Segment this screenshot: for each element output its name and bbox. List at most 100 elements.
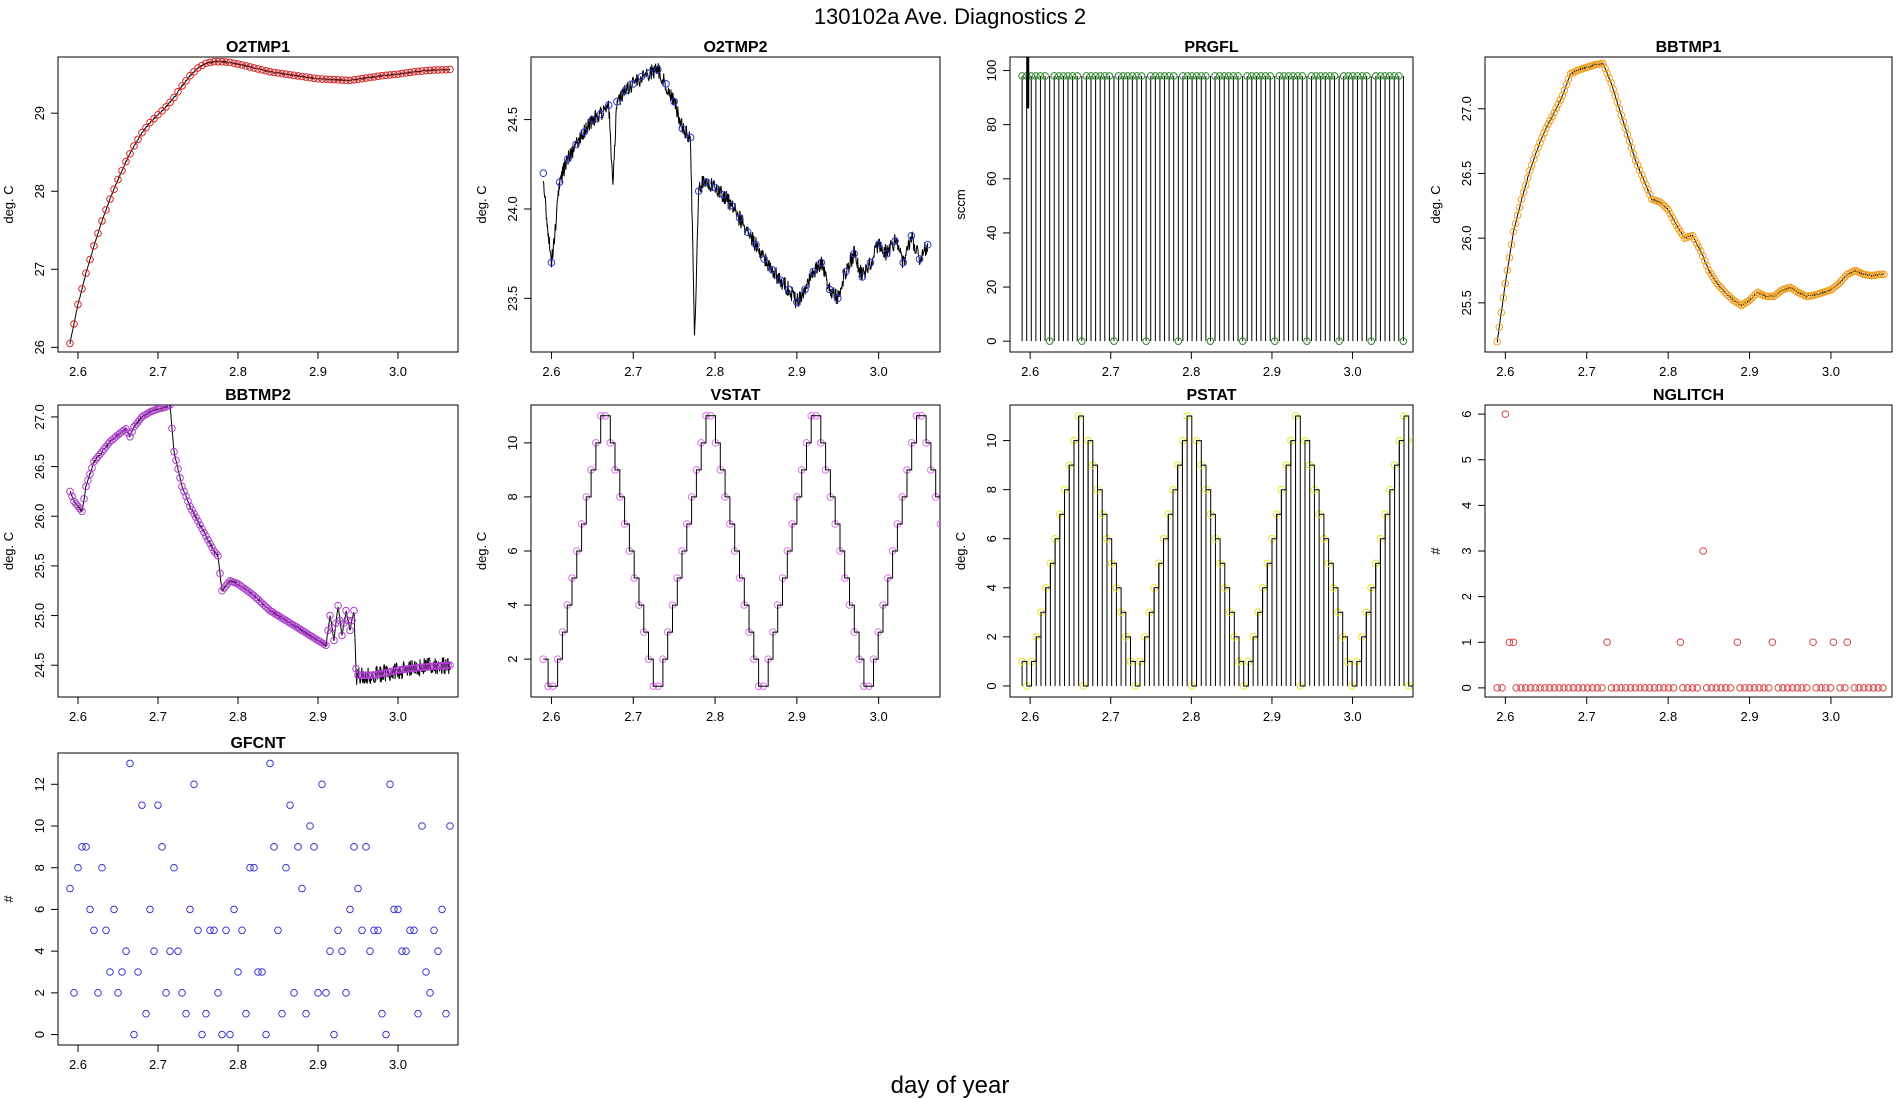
data-point xyxy=(190,509,198,518)
x-tick-label: 2.7 xyxy=(149,709,167,724)
data-point xyxy=(114,175,122,184)
y-tick-label: 25.5 xyxy=(1459,290,1474,315)
data-point xyxy=(288,620,296,629)
plot-frame xyxy=(1484,56,1893,353)
data-point xyxy=(280,615,288,624)
data-point xyxy=(1788,684,1797,692)
data-point xyxy=(833,294,842,303)
data-point xyxy=(266,606,274,615)
x-tick-label: 2.8 xyxy=(1182,709,1200,724)
data-point xyxy=(1717,684,1725,692)
data-point xyxy=(362,74,370,82)
data-point xyxy=(1041,72,1049,80)
data-point xyxy=(1381,72,1389,80)
x-tick-label: 2.9 xyxy=(309,1057,327,1072)
data-point xyxy=(214,989,222,997)
data-point xyxy=(760,255,768,263)
data-point xyxy=(374,926,382,935)
data-point xyxy=(426,66,434,75)
data-point xyxy=(342,606,350,615)
data-point xyxy=(78,284,86,293)
y-tick-label: 2 xyxy=(984,633,999,640)
data-point xyxy=(1598,684,1606,692)
data-point xyxy=(166,947,174,955)
data-point xyxy=(1798,684,1806,692)
data-point xyxy=(899,258,907,267)
data-point xyxy=(1739,300,1748,308)
data-point xyxy=(735,214,744,222)
data-point xyxy=(350,606,358,615)
y-axis-label: sccm xyxy=(953,189,968,219)
data-point xyxy=(1188,72,1196,80)
chart-title: PRGFL xyxy=(1184,39,1238,56)
plot-frame xyxy=(57,404,459,698)
data-point xyxy=(354,884,362,893)
data-point xyxy=(1666,209,1674,218)
data-point xyxy=(883,249,891,258)
data-point xyxy=(1082,72,1091,80)
plot-area xyxy=(66,57,454,348)
y-tick-label: 25.0 xyxy=(32,603,47,628)
data-point xyxy=(338,76,346,84)
data-point xyxy=(1307,72,1316,80)
data-point xyxy=(438,65,446,74)
data-point xyxy=(206,539,214,548)
y-tick-label: 23.5 xyxy=(505,286,520,311)
data-point xyxy=(442,65,450,74)
data-point xyxy=(194,64,202,72)
plot-frame xyxy=(1009,404,1414,698)
data-point xyxy=(386,780,394,789)
data-point xyxy=(629,80,638,88)
data-point xyxy=(374,72,382,81)
chart-o2tmp1: O2TMP1 deg. C 2.6 2.7 2.8 2.9 3.0 26 27 28 29 xyxy=(1,39,459,379)
data-point xyxy=(1836,684,1844,692)
data-point xyxy=(1316,72,1325,80)
data-point xyxy=(1579,684,1587,692)
x-tick-label: 3.0 xyxy=(389,364,407,379)
data-point xyxy=(1493,337,1502,346)
y-axis-label: deg. C xyxy=(474,185,489,223)
data-point xyxy=(254,65,262,73)
data-line xyxy=(69,405,451,685)
data-point xyxy=(294,624,302,632)
chart-vstat: VSTAT deg. C 2.6 2.7 2.8 2.9 3.0 2 4 6 8 10 xyxy=(474,387,941,724)
data-point xyxy=(132,420,140,429)
data-point xyxy=(842,267,850,276)
data-point xyxy=(1519,188,1528,197)
data-point xyxy=(1495,323,1504,331)
data-point xyxy=(296,625,304,634)
data-point xyxy=(302,629,310,637)
y-tick-label: 29 xyxy=(32,106,47,120)
data-point xyxy=(216,569,224,578)
data-point xyxy=(1429,535,1436,542)
data-point xyxy=(370,73,378,81)
data-point xyxy=(352,664,360,673)
data-point xyxy=(70,320,78,328)
data-point xyxy=(276,612,284,621)
data-point xyxy=(1878,270,1886,279)
data-point xyxy=(1206,337,1215,345)
data-point xyxy=(246,863,254,872)
data-point xyxy=(222,581,230,590)
data-point xyxy=(274,611,282,620)
y-tick-label: 80 xyxy=(984,117,999,131)
data-point xyxy=(322,641,330,650)
data-point xyxy=(230,59,238,68)
data-point xyxy=(1774,684,1782,692)
data-point xyxy=(1880,270,1888,279)
data-point xyxy=(1225,72,1233,80)
y-tick-label: 8 xyxy=(984,486,999,493)
data-point xyxy=(1768,638,1777,647)
data-point xyxy=(1501,410,1510,418)
data-point xyxy=(1119,72,1127,80)
x-tick-label: 2.8 xyxy=(229,1057,247,1072)
y-axis-label: deg. C xyxy=(1,532,16,570)
data-point xyxy=(418,67,426,75)
data-point xyxy=(1721,288,1729,297)
data-point xyxy=(637,72,646,81)
data-point xyxy=(547,258,556,267)
data-point xyxy=(178,482,186,491)
data-point xyxy=(1792,287,1801,295)
x-tick-label: 2.7 xyxy=(1102,364,1120,379)
data-point xyxy=(1764,684,1773,692)
